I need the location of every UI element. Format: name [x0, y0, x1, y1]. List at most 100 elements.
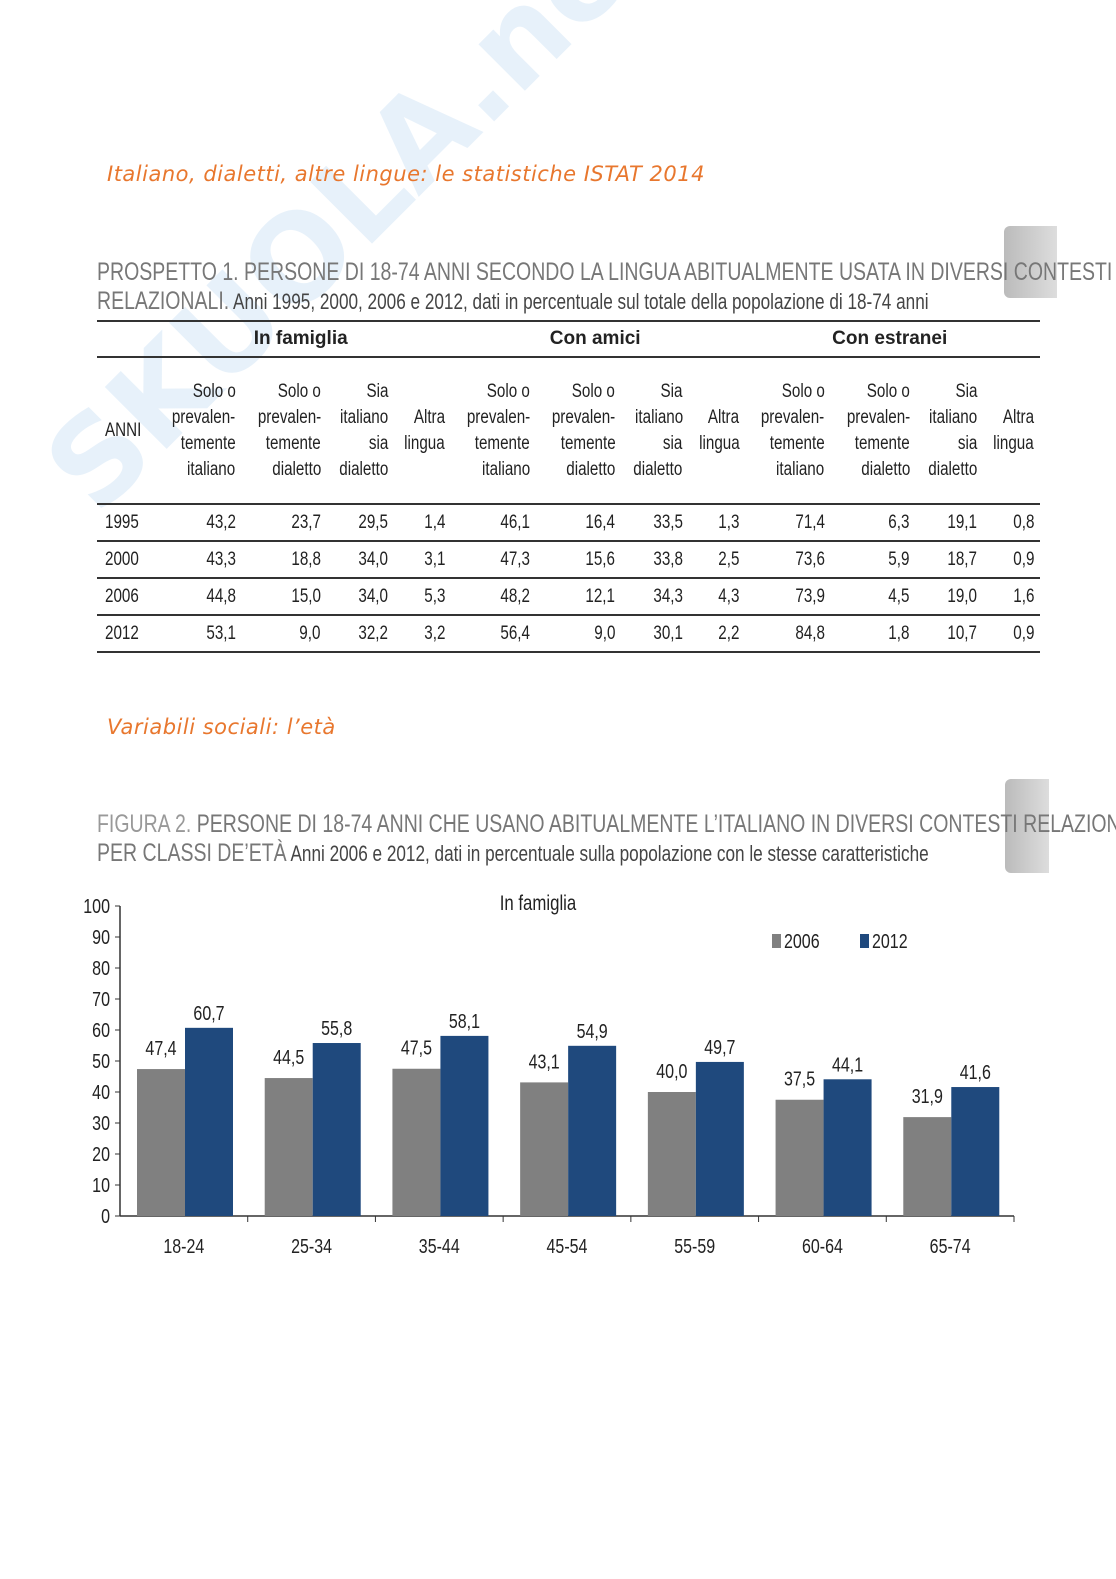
cell-text: 73,9	[795, 585, 825, 607]
language-table: In famiglia Con amici Con estranei ANNI …	[97, 320, 1040, 653]
value-cell: 9,0	[241, 615, 327, 653]
cell-text: 9,0	[594, 622, 616, 644]
value-cell: 23,7	[241, 504, 327, 542]
value-cell: 43,3	[156, 541, 242, 579]
column-header: Sia italiano sia dialetto	[326, 357, 395, 505]
column-header-line: sia	[957, 432, 978, 454]
y-tick-label: 10	[92, 1174, 110, 1196]
cell-text: 47,3	[500, 548, 531, 570]
column-header: Sia italiano sia dialetto	[915, 357, 984, 505]
group-header: Con estranei	[745, 320, 1040, 358]
cell-text: 53,1	[206, 622, 236, 644]
column-header: Altra lingua	[394, 357, 451, 505]
cell-text: 0,8	[1012, 511, 1034, 533]
bar-2006	[903, 1117, 952, 1216]
value-cell: 0,9	[983, 541, 1040, 579]
cell-text: 30,1	[653, 622, 683, 644]
column-header-line: dialetto	[271, 458, 321, 480]
value-cell: 33,8	[621, 541, 689, 579]
cell-text: 1,4	[423, 511, 445, 533]
value-cell: 12,1	[536, 578, 622, 616]
value-cell: 18,8	[241, 541, 327, 579]
column-header-line: Sia	[660, 380, 683, 402]
column-header-line: italiano	[776, 458, 825, 480]
bar-2006	[775, 1099, 824, 1216]
cell-text: 19,0	[947, 585, 978, 607]
page-tab-decoration	[1004, 226, 1057, 298]
y-tick-label: 80	[92, 957, 110, 979]
value-cell: 73,9	[745, 578, 831, 616]
cell-text: 1,3	[718, 511, 740, 533]
cell-text: 12,1	[585, 585, 616, 607]
column-header-line: dialetto	[339, 458, 389, 480]
value-cell: 9,0	[536, 615, 622, 653]
value-cell: 73,6	[745, 541, 831, 579]
column-header-line: temente	[265, 432, 321, 454]
bar-2012	[951, 1087, 1000, 1216]
value-cell: 33,5	[621, 504, 689, 542]
cell-text: 15,0	[291, 585, 321, 607]
column-header: Solo o prevalen-temente dialetto	[241, 357, 327, 505]
data-label: 60,7	[193, 1002, 224, 1024]
column-header-line: Solo o	[277, 380, 321, 402]
bar-2006	[137, 1069, 185, 1216]
value-cell: 1,4	[394, 504, 451, 542]
value-cell: 19,0	[915, 578, 984, 616]
column-header-line: prevalen-	[466, 406, 531, 428]
column-header-line: temente	[769, 432, 825, 454]
cell-text: 73,6	[795, 548, 825, 570]
column-header-line: Solo o	[192, 380, 236, 402]
value-cell: 29,5	[326, 504, 395, 542]
cell-text: 34,0	[358, 548, 389, 570]
cell-text: 4,3	[718, 585, 740, 607]
cell-text: 2012	[105, 622, 139, 644]
value-cell: 3,1	[394, 541, 451, 579]
column-header-line: italiano	[340, 406, 389, 428]
bar-2012	[440, 1035, 489, 1216]
cell-text: 43,3	[206, 548, 236, 570]
figure-caption-title-2: PER CLASSI DE’ETÀ	[97, 839, 287, 867]
figure-caption-title: PERSONE DI 18-74 ANNI CHE USANO ABITUALM…	[196, 810, 1116, 838]
column-header: Solo o prevalen-temente italiano	[745, 357, 831, 505]
value-cell: 4,5	[830, 578, 916, 616]
figure-caption-subtitle: Anni 2006 e 2012, dati in percentuale su…	[286, 841, 929, 866]
column-header-line: italiano	[187, 458, 236, 480]
column-header-line: prevalen-	[761, 406, 825, 428]
column-header-line: sia	[368, 432, 389, 454]
year-cell: 1995	[97, 504, 157, 542]
x-tick-label: 25-34	[291, 1235, 332, 1257]
y-tick-label: 60	[92, 1019, 110, 1041]
column-header-line: temente	[560, 432, 616, 454]
column-header-line: temente	[475, 432, 531, 454]
value-cell: 84,8	[745, 615, 831, 653]
column-header: Altra lingua	[983, 357, 1040, 505]
column-header: Solo o prevalen-temente dialetto	[830, 357, 916, 505]
value-cell: 53,1	[156, 615, 242, 653]
data-label: 47,4	[145, 1037, 176, 1059]
value-cell: 0,9	[983, 615, 1040, 653]
column-header-year: ANNI	[97, 357, 157, 505]
value-cell: 15,6	[536, 541, 622, 579]
column-header-line: lingua	[698, 432, 740, 454]
group-header: Con amici	[450, 320, 746, 358]
cell-text: 32,2	[358, 622, 389, 644]
column-header: Altra lingua	[688, 357, 746, 505]
column-header-line: dialetto	[633, 458, 683, 480]
year-cell: 2000	[97, 541, 157, 579]
y-tick-label: 30	[92, 1112, 110, 1134]
year-cell: 2006	[97, 578, 157, 616]
column-header-line: Altra	[1002, 406, 1034, 428]
value-cell: 5,9	[830, 541, 916, 579]
x-tick-label: 60-64	[802, 1235, 843, 1257]
x-tick-label: 35-44	[419, 1235, 460, 1257]
data-label: 40,0	[656, 1060, 687, 1082]
cell-text: 5,3	[423, 585, 445, 607]
value-cell: 47,3	[450, 541, 537, 579]
data-label: 49,7	[704, 1036, 735, 1058]
value-cell: 32,2	[326, 615, 395, 653]
y-tick-label: 50	[92, 1050, 110, 1072]
cell-text: 23,7	[291, 511, 321, 533]
column-header-line: sia	[663, 432, 683, 454]
column-header-line: lingua	[404, 432, 445, 454]
column-header-line: Sia	[366, 380, 389, 402]
